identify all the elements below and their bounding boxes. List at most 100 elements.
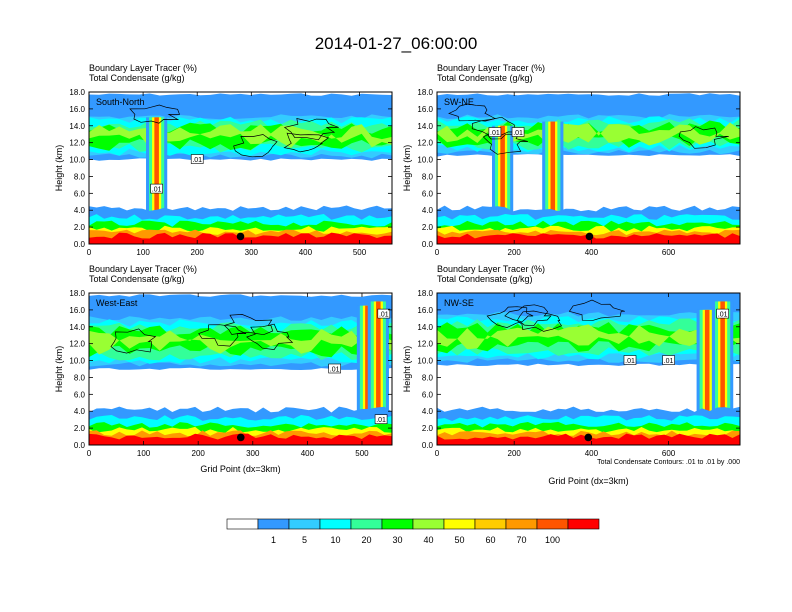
y-tick-label: 10.0 [417, 357, 433, 366]
y-tick-label: 0.0 [74, 240, 86, 249]
y-tick-label: 16.0 [69, 105, 85, 114]
panel-label: NW-SE [444, 298, 474, 308]
y-axis-label: Height (km) [54, 346, 64, 393]
y-tick-label: 18.0 [417, 88, 433, 97]
y-tick-label: 0.0 [422, 441, 434, 450]
y-tick-label: 2.0 [74, 424, 86, 433]
y-tick-label: 16.0 [69, 306, 85, 315]
panel-frame [436, 292, 741, 446]
field-label-tracer: Boundary Layer Tracer (%) [437, 63, 545, 73]
colorbar-swatch [257, 518, 290, 530]
contour-label-text: .01 [379, 312, 389, 319]
x-tick-label: 200 [191, 248, 205, 257]
contour-label-text: .01 [152, 187, 162, 194]
colorbar-label: 10 [330, 535, 340, 545]
panel-frame [88, 292, 393, 446]
field-label-tracer: Boundary Layer Tracer (%) [89, 63, 197, 73]
panel-field: .01 .01 [89, 92, 392, 244]
colorbar-swatch [412, 518, 445, 530]
condensate-contours [129, 104, 339, 158]
x-tick-label: 0 [435, 449, 440, 458]
panel-field: .01 .01 [437, 92, 740, 244]
panel-label: SW-NE [444, 97, 474, 107]
field-label-tracer: Boundary Layer Tracer (%) [437, 264, 545, 274]
contour-label-text: .01 [625, 358, 635, 365]
location-marker [236, 232, 245, 241]
y-tick-label: 4.0 [422, 206, 434, 215]
field-label-condensate: Total Condensate (g/kg) [89, 73, 185, 83]
y-tick-label: 6.0 [422, 189, 434, 198]
colorbar-swatch [319, 518, 352, 530]
y-tick-label: 12.0 [417, 139, 433, 148]
y-tick-label: 14.0 [417, 323, 433, 332]
y-tick-label: 18.0 [69, 88, 85, 97]
colorbar-label: 70 [516, 535, 526, 545]
y-tick-label: 16.0 [417, 306, 433, 315]
colorbar-swatch [226, 518, 259, 530]
contour-label-text: .01 [192, 157, 202, 164]
x-tick-label: 200 [508, 248, 522, 257]
contour-label-text: .01 [513, 130, 523, 137]
contour-label: .01 [150, 183, 163, 194]
y-tick-label: 10.0 [417, 156, 433, 165]
contour-label-text: .01 [376, 417, 386, 424]
panel-nw-se: .01 .01 .01 NW-SE Boundary Layer Tracer (%)T… [402, 264, 741, 458]
colorbar-swatch [474, 518, 507, 530]
location-marker [585, 232, 594, 241]
x-tick-label: 200 [508, 449, 522, 458]
colorbar-label: 30 [392, 535, 402, 545]
panels-group: .01 .01 South-North Boundary Layer Tracer (… [54, 63, 741, 486]
condensate-contours [486, 299, 625, 332]
panel-frame [88, 91, 393, 245]
panel-field: .01 .01 .01 [89, 293, 392, 445]
x-tick-label: 0 [435, 248, 440, 257]
y-tick-label: 2.0 [422, 223, 434, 232]
contour-label-text: .01 [330, 367, 340, 374]
y-tick-label: 14.0 [69, 122, 85, 131]
y-tick-label: 16.0 [417, 105, 433, 114]
y-tick-label: 12.0 [417, 340, 433, 349]
panel-label: West-East [96, 298, 138, 308]
field-label-tracer: Boundary Layer Tracer (%) [89, 264, 197, 274]
y-tick-label: 2.0 [74, 223, 86, 232]
contour-label: .01 [623, 355, 637, 365]
x-tick-label: 0 [87, 248, 92, 257]
colorbar-label: 1 [271, 535, 276, 545]
y-tick-label: 0.0 [422, 240, 434, 249]
colorbar-swatch [443, 518, 476, 530]
x-tick-label: 500 [353, 248, 367, 257]
contour-info: Total Condensate Contours: .01 to .01 by… [597, 459, 740, 466]
x-tick-label: 400 [299, 248, 313, 257]
contour-label: .01 [377, 308, 391, 319]
y-tick-label: 14.0 [417, 122, 433, 131]
x-tick-label: 600 [662, 248, 676, 257]
y-tick-label: 6.0 [74, 390, 86, 399]
location-marker [236, 433, 245, 442]
panel-frame [436, 91, 741, 245]
x-tick-label: 300 [245, 248, 259, 257]
y-tick-label: 4.0 [422, 407, 434, 416]
panel-label: South-North [96, 97, 145, 107]
y-tick-label: 8.0 [74, 373, 86, 382]
x-tick-label: 200 [192, 449, 206, 458]
colorbar-label: 40 [423, 535, 433, 545]
colorbar-swatch [350, 518, 383, 530]
y-tick-label: 6.0 [74, 189, 86, 198]
x-tick-label: 100 [137, 449, 151, 458]
contour-label: .01 [190, 154, 204, 164]
x-tick-label: 100 [136, 248, 150, 257]
y-tick-label: 4.0 [74, 407, 86, 416]
x-axis-label-right: Grid Point (dx=3km) [548, 476, 628, 486]
colorbar-swatch [536, 518, 569, 530]
field-label-condensate: Total Condensate (g/kg) [89, 274, 185, 284]
colorbar-swatch [567, 518, 600, 530]
x-tick-label: 400 [585, 449, 599, 458]
colorbar-label: 50 [454, 535, 464, 545]
field-label-condensate: Total Condensate (g/kg) [437, 274, 533, 284]
condensate-contours [110, 314, 294, 354]
y-tick-label: 18.0 [69, 289, 85, 298]
y-tick-label: 8.0 [74, 172, 86, 181]
x-tick-label: 400 [301, 449, 315, 458]
y-tick-label: 14.0 [69, 323, 85, 332]
panel-south-north: .01 .01 South-North Boundary Layer Tracer (… [54, 63, 393, 257]
